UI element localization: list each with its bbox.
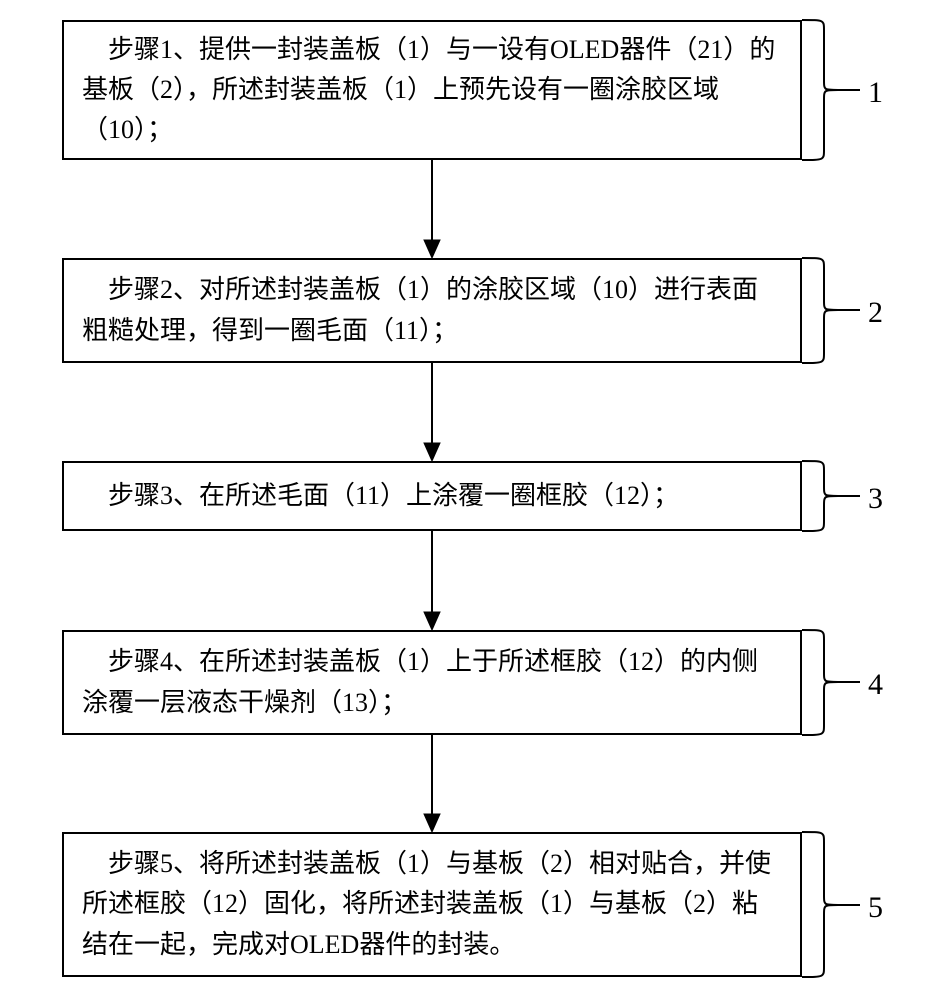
label-1: 1 <box>868 76 883 110</box>
label-2: 2 <box>868 296 883 330</box>
step-text-2: 步骤2、对所述封装盖板（1）的涂胶区域（10）进行表面粗糙处理，得到一圈毛面（1… <box>82 270 782 351</box>
flowchart-canvas: 步骤1、提供一封装盖板（1）与一设有OLED器件（21）的基板（2），所述封装盖… <box>0 0 938 1000</box>
step-text-3: 步骤3、在所述毛面（11）上涂覆一圈框胶（12）； <box>82 476 679 516</box>
step-text-4: 步骤4、在所述封装盖板（1）上于所述框胶（12）的内侧涂覆一层液态干燥剂（13）… <box>82 642 782 723</box>
step-box-3: 步骤3、在所述毛面（11）上涂覆一圈框胶（12）； <box>62 461 802 531</box>
step-box-2: 步骤2、对所述封装盖板（1）的涂胶区域（10）进行表面粗糙处理，得到一圈毛面（1… <box>62 258 802 363</box>
bracket-3 <box>796 455 870 537</box>
arrow-2 <box>420 363 444 461</box>
bracket-2 <box>796 252 870 369</box>
bracket-1 <box>796 14 870 166</box>
step-box-1: 步骤1、提供一封装盖板（1）与一设有OLED器件（21）的基板（2），所述封装盖… <box>62 20 802 160</box>
step-box-4: 步骤4、在所述封装盖板（1）上于所述框胶（12）的内侧涂覆一层液态干燥剂（13）… <box>62 630 802 735</box>
label-4: 4 <box>868 668 883 702</box>
bracket-4 <box>796 624 870 741</box>
arrow-1 <box>420 160 444 258</box>
step-text-5: 步骤5、将所述封装盖板（1）与基板（2）相对贴合，并使所述框胶（12）固化，将所… <box>82 844 782 965</box>
bracket-5 <box>796 826 870 983</box>
label-3: 3 <box>868 482 883 516</box>
arrow-4 <box>420 735 444 832</box>
step-box-5: 步骤5、将所述封装盖板（1）与基板（2）相对贴合，并使所述框胶（12）固化，将所… <box>62 832 802 977</box>
arrow-3 <box>420 531 444 630</box>
step-text-1: 步骤1、提供一封装盖板（1）与一设有OLED器件（21）的基板（2），所述封装盖… <box>82 30 782 151</box>
label-5: 5 <box>868 891 883 925</box>
